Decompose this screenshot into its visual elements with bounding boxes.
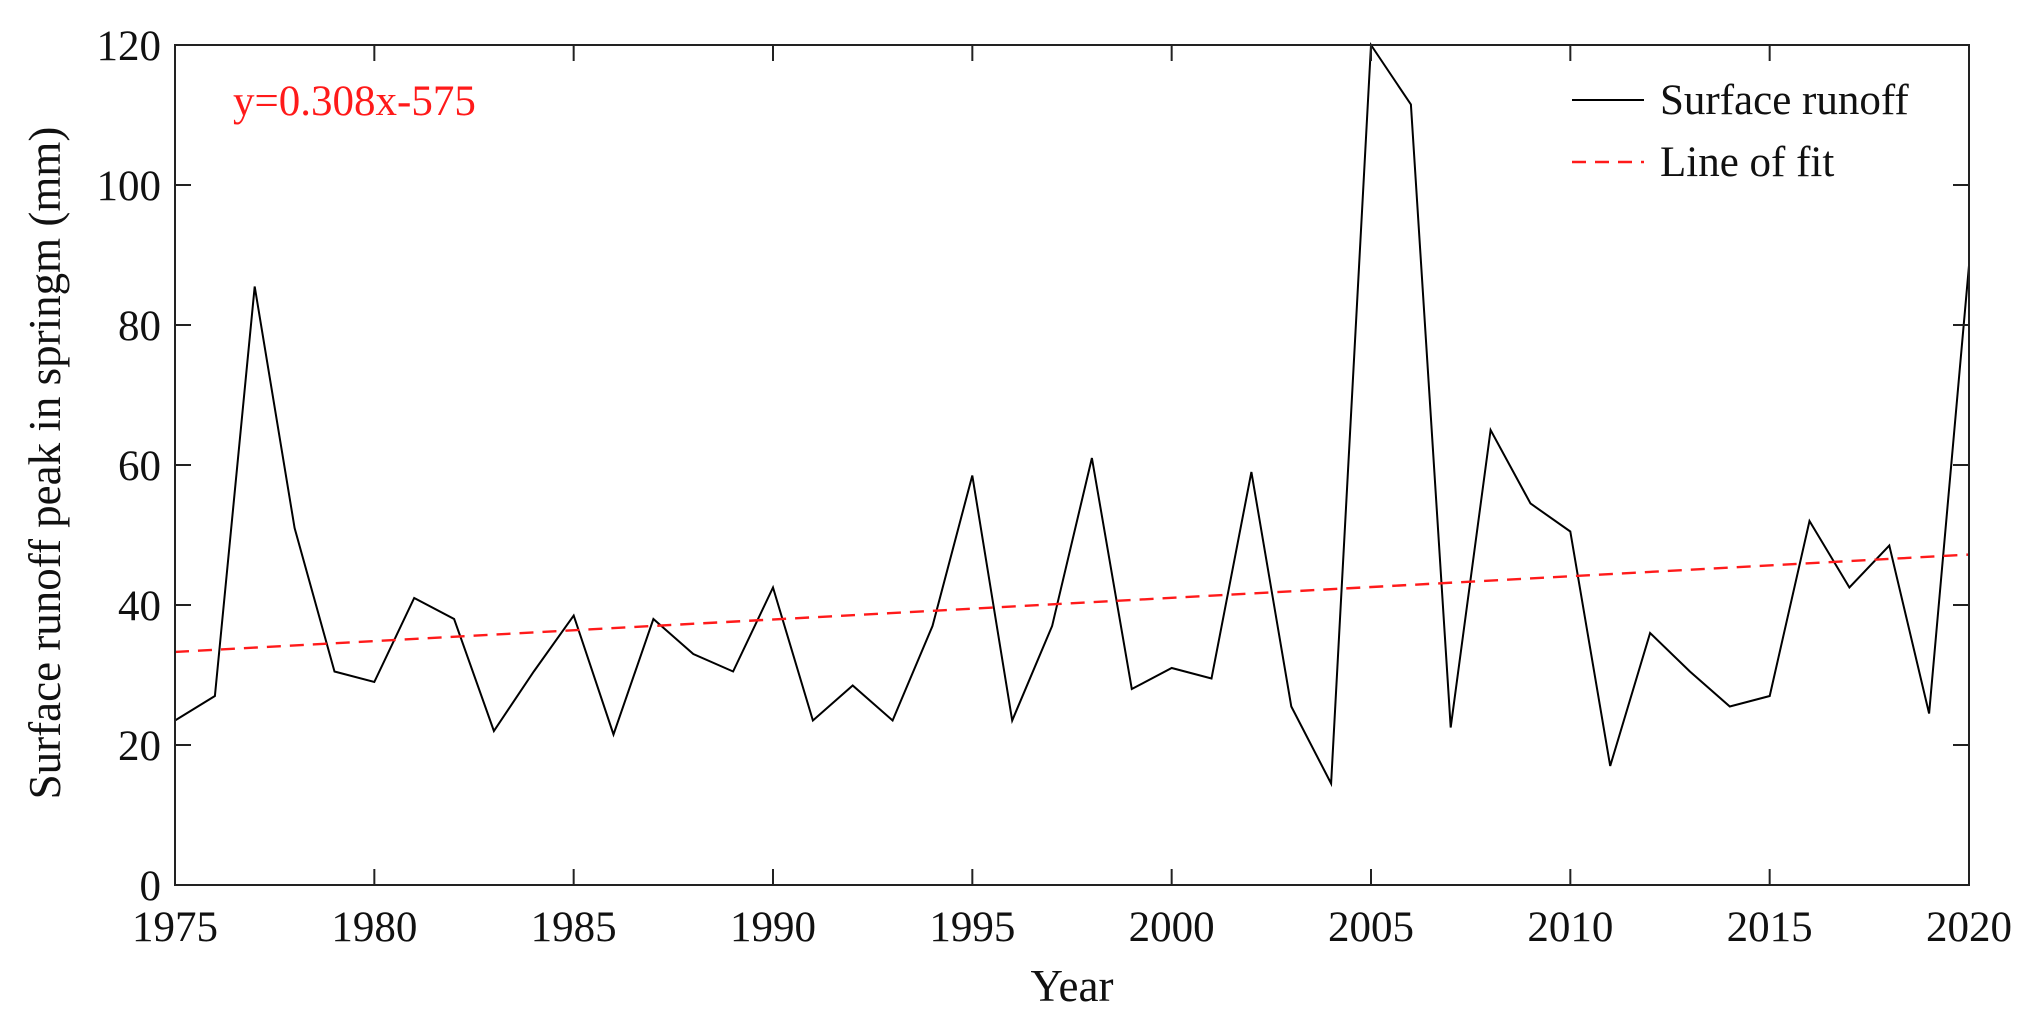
legend-label-surface-runoff: Surface runoff <box>1660 77 1909 124</box>
x-tick-label-2000: 2000 <box>1129 904 1215 951</box>
x-tick-label-1995: 1995 <box>929 904 1015 951</box>
x-tick-label-2005: 2005 <box>1328 904 1414 951</box>
axes-layer: 1975 1980 1985 1990 1995 2000 2005 2010 2015 2020… <box>97 23 2013 951</box>
series-layer <box>174 41 1970 788</box>
y-tick-label-100: 100 <box>97 163 162 210</box>
labels-layer: y=0.308x-575 Year Surface runoff peak in… <box>20 78 1113 1011</box>
fit-equation-annotation: y=0.308x-575 <box>233 78 476 125</box>
y-axis-label: Surface runoff peak in springm (mm) <box>20 127 70 800</box>
x-tick-label-1975: 1975 <box>132 904 218 951</box>
x-tick-label-2015: 2015 <box>1727 904 1813 951</box>
x-tick-label-2010: 2010 <box>1527 904 1613 951</box>
x-tick-label-2020: 2020 <box>1926 904 2012 951</box>
x-tick-label-1985: 1985 <box>531 904 617 951</box>
x-axis-label: Year <box>1031 961 1114 1011</box>
y-tick-label-80: 80 <box>118 303 161 350</box>
series-line-surface-runoff <box>174 41 1970 788</box>
y-tick-label-0: 0 <box>140 863 162 910</box>
legend-label-line-of-fit: Line of fit <box>1660 139 1834 186</box>
y-tick-label-120: 120 <box>97 23 162 70</box>
legend: Surface runoff Line of fit <box>1572 77 1909 186</box>
y-tick-label-40: 40 <box>118 583 161 630</box>
series-line-line-of-fit <box>174 553 1970 654</box>
x-tick-label-1990: 1990 <box>730 904 816 951</box>
y-tick-label-20: 20 <box>118 723 161 770</box>
y-tick-label-60: 60 <box>118 443 161 490</box>
x-tick-label-1980: 1980 <box>331 904 417 951</box>
